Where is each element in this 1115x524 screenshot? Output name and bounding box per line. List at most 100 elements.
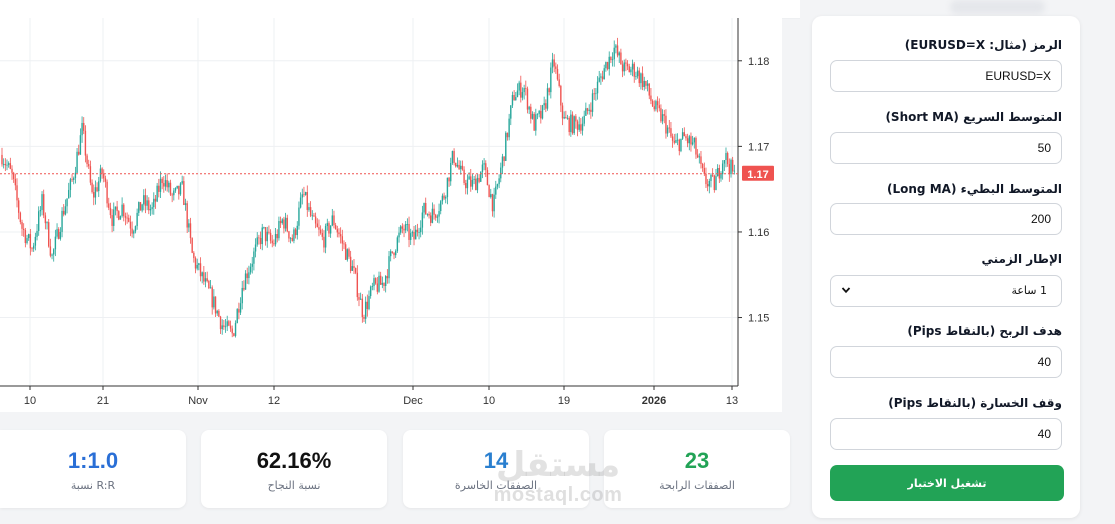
candle-body	[486, 170, 489, 186]
candle-body	[224, 326, 227, 328]
timeframe-select[interactable]: 1 ساعة	[830, 275, 1062, 307]
candle-body	[101, 168, 103, 174]
candle-body	[296, 225, 298, 236]
candle-body	[319, 229, 322, 234]
long-ma-input[interactable]	[830, 203, 1062, 235]
candle-body	[455, 162, 457, 167]
candle-body	[359, 298, 362, 300]
candle-body	[593, 93, 595, 95]
candle-body	[473, 178, 475, 180]
candle-body	[99, 168, 102, 182]
candle-body	[393, 252, 395, 256]
candle-body	[688, 136, 690, 144]
candle-body	[611, 59, 614, 61]
losing-trades-label: الصفقات الخاسرة	[454, 479, 538, 492]
candle-body	[358, 297, 360, 300]
short-ma-input[interactable]	[830, 132, 1062, 164]
candle-body	[615, 45, 617, 48]
candle-body	[686, 138, 689, 144]
win-rate-label: نسبة النجاح	[267, 479, 321, 492]
candle-body	[244, 273, 247, 290]
candle-body	[203, 272, 205, 282]
candle-body	[581, 123, 584, 131]
candle-body	[299, 197, 302, 208]
candle-body	[700, 156, 702, 164]
candle-body	[628, 66, 630, 73]
candle-body	[318, 227, 320, 230]
candle-body	[59, 231, 62, 239]
candle-body	[154, 198, 157, 202]
candle-body	[98, 181, 100, 192]
candle-body	[536, 113, 539, 115]
candle-body	[133, 231, 135, 234]
candle-body	[506, 132, 509, 138]
candle-body	[308, 207, 310, 210]
candle-body	[348, 249, 350, 257]
candle-body	[563, 117, 565, 119]
candle-body	[361, 298, 364, 318]
candle-body	[284, 217, 287, 229]
win-rate-value: 62.16%	[256, 448, 332, 473]
candle-body	[461, 165, 464, 170]
candle-body	[213, 296, 215, 308]
run-backtest-button[interactable]: تشغيل الاختبار	[830, 465, 1064, 501]
candle-body	[598, 77, 600, 82]
candle-body	[251, 263, 253, 267]
candle-body	[626, 63, 629, 67]
candle-body	[126, 217, 128, 219]
x-tick-label: 21	[97, 395, 109, 407]
candle-body	[76, 151, 78, 173]
candle-body	[93, 192, 95, 198]
candle-body	[441, 195, 444, 202]
candle-body	[68, 189, 70, 199]
candle-body	[640, 73, 642, 84]
price-chart[interactable]: 1.17 1.18 1.17 1.16 1.15 10 21 Nov 12 Dec 10 19 2026…	[0, 18, 782, 412]
candle-body	[111, 215, 113, 226]
candle-body	[201, 272, 203, 277]
candle-body	[38, 211, 40, 231]
candle-body	[635, 76, 637, 78]
candle-body	[363, 317, 365, 319]
candle-body	[585, 108, 587, 116]
candle-body	[141, 204, 143, 211]
candle-body	[456, 164, 459, 167]
candle-body	[323, 236, 325, 248]
y-tick-label: 1.15	[748, 313, 769, 325]
candle-body	[725, 153, 727, 161]
candle-body	[41, 194, 43, 210]
candle-body	[208, 281, 210, 289]
candle-body	[138, 202, 140, 213]
symbol-input[interactable]	[830, 60, 1062, 92]
stat-card-losing: 14 الصفقات الخاسرة	[403, 430, 589, 508]
candle-body	[143, 195, 145, 205]
candle-body	[541, 105, 544, 119]
candle-body	[690, 136, 692, 145]
candle-body	[545, 103, 547, 109]
candle-body	[521, 92, 524, 98]
candle-body	[528, 106, 530, 110]
candle-body	[253, 251, 255, 264]
candle-body	[339, 234, 342, 237]
candle-body	[448, 177, 450, 182]
candle-body	[179, 183, 182, 195]
candle-body	[231, 328, 233, 334]
candle-body	[289, 237, 292, 239]
candle-body	[39, 209, 42, 212]
candle-body	[234, 323, 237, 336]
candle-body	[685, 136, 687, 139]
candle-body	[44, 215, 47, 224]
take-profit-input[interactable]	[830, 346, 1062, 378]
candle-body	[670, 128, 672, 137]
candle-body	[606, 62, 609, 70]
candle-body	[483, 163, 485, 165]
chart-canvas[interactable]: 1.17 1.18 1.17 1.16 1.15 10 21 Nov 12 Dec 10 19 2026…	[0, 18, 782, 412]
candle-body	[118, 211, 120, 220]
candle-body	[14, 178, 17, 186]
candle-body	[548, 88, 550, 93]
candle-body	[54, 236, 57, 250]
candle-body	[520, 82, 522, 98]
candle-body	[123, 204, 125, 217]
candle-body	[376, 283, 379, 292]
stop-loss-input[interactable]	[830, 418, 1062, 450]
candle-body	[91, 182, 93, 193]
